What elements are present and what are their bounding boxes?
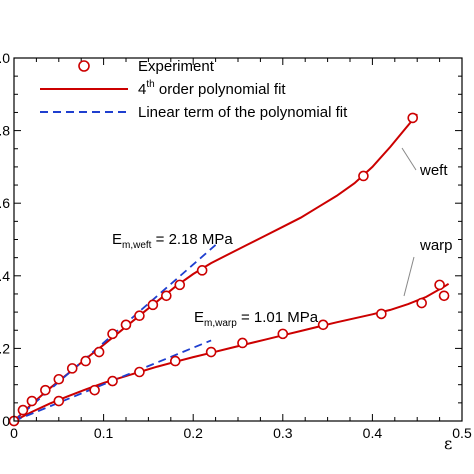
warp-fit-line [13, 282, 450, 422]
legend-fit-label: 4th order polynomial fit [138, 79, 286, 98]
weft-experiment-point [174, 279, 186, 291]
legend-fit-label-main: 4 [138, 81, 146, 98]
x-tick-label: 0.5 [452, 425, 472, 441]
warp-series-label: warp [419, 237, 453, 254]
warp-experiment-point [205, 346, 217, 358]
experiment-markers [8, 112, 450, 427]
x-tick-label: 0.3 [273, 425, 293, 441]
legend-linear-label: Linear term of the polynomial fit [138, 104, 348, 121]
weft-experiment-point [358, 170, 369, 182]
weft-experiment-point [196, 265, 208, 276]
legend-fit-label-rest: order polynomial fit [155, 81, 287, 98]
warp-label-pointer [403, 256, 415, 297]
legend-experiment-label: Experiment [138, 58, 215, 75]
weft-experiment-point [26, 395, 38, 407]
warp-experiment-point [169, 355, 181, 367]
y-tick-label: 0.6 [0, 195, 10, 211]
weft-experiment-point [107, 328, 118, 340]
x-tick-label: 0 [10, 425, 18, 441]
weft-experiment-point [407, 112, 419, 124]
weft-modulus-annotation: Em,weft = 2.18 MPa [112, 231, 233, 251]
warp-experiment-point [434, 279, 445, 291]
warp-modulus-annotation: Em,warp = 1.01 MPa [194, 309, 319, 329]
weft-experiment-point [17, 404, 29, 416]
x-axis-label: ε [444, 434, 452, 453]
y-tick-label: 0.8 [0, 123, 10, 139]
weft-experiment-point [80, 355, 91, 367]
legend-experiment-marker [78, 60, 90, 72]
warp-experiment-point [107, 375, 118, 387]
y-tick-label: 0 [2, 413, 10, 429]
warp-experiment-point [438, 290, 450, 302]
weft-experiment-point [147, 299, 159, 311]
warp-experiment-point [134, 366, 145, 378]
weft-label-pointer [401, 147, 417, 171]
weft-experiment-point [134, 310, 145, 322]
weft-experiment-point [161, 290, 172, 302]
plot-frame [13, 57, 463, 422]
warp-experiment-point [376, 308, 387, 320]
y-tick-label: 1.0 [0, 50, 10, 66]
warp-experiment-point [317, 319, 329, 331]
warp-experiment-point [277, 328, 289, 340]
weft-experiment-point [120, 319, 132, 331]
fit-lines [13, 113, 450, 422]
weft-fit-line [13, 113, 418, 422]
x-tick-label: 0.1 [94, 425, 114, 441]
weft-series-label: weft [419, 162, 448, 179]
legend: Experiment 4th order polynomial fit Line… [40, 58, 348, 121]
warp-experiment-point [53, 395, 65, 407]
x-tick-label: 0.2 [183, 425, 203, 441]
weft-experiment-point [93, 346, 105, 358]
legend-fit-label-sup: th [146, 79, 154, 90]
weft-experiment-point [66, 363, 78, 374]
y-tick-label: 0.2 [0, 340, 10, 356]
tick-labels: 0 0.1 0.2 0.3 0.4 0.5 0 0.2 0.4 0.6 0.8 1.0 [0, 50, 472, 441]
warp-experiment-point [237, 337, 248, 349]
warp-experiment-point [416, 297, 427, 309]
weft-experiment-point [40, 384, 51, 396]
y-tick-label: 0.4 [0, 268, 10, 284]
warp-experiment-point [89, 384, 100, 396]
weft-experiment-point [53, 373, 65, 385]
x-tick-label: 0.4 [363, 425, 383, 441]
